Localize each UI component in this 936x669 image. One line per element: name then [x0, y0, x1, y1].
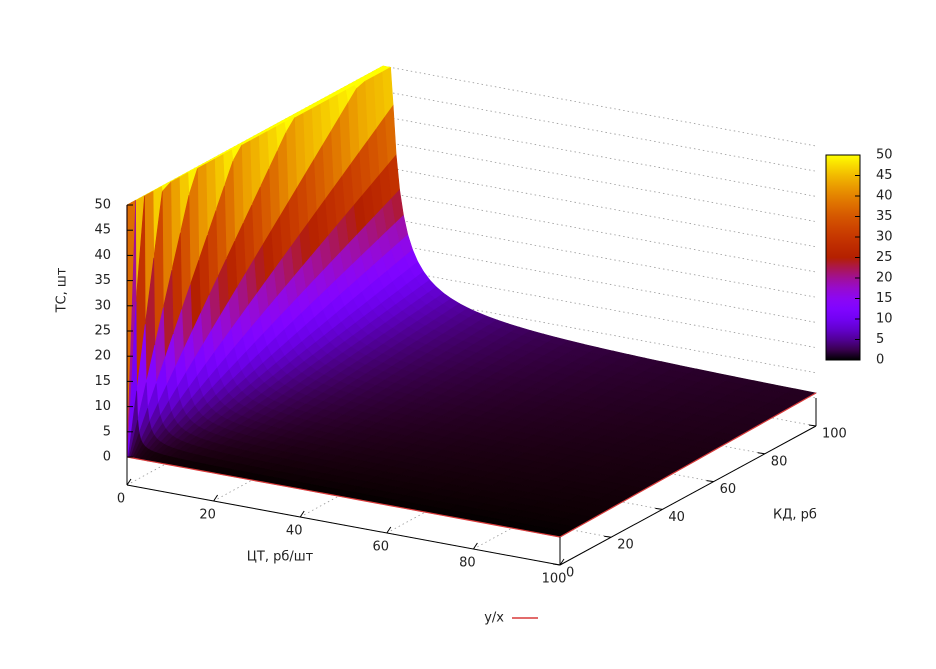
z-tick-label: 50 — [94, 198, 111, 213]
colorbar-tick-label: 15 — [876, 291, 893, 306]
x-tick — [213, 494, 219, 502]
y-tick — [706, 480, 714, 483]
y-tick — [604, 535, 612, 538]
y-tick-label: 40 — [668, 510, 685, 525]
y-axis-label: КД, рб — [773, 508, 817, 523]
z-tick-label: 45 — [94, 223, 111, 238]
z-tick-label: 35 — [94, 273, 111, 288]
colorbar — [825, 154, 861, 361]
y-tick-label: 20 — [617, 538, 634, 553]
y-tick-label: 100 — [822, 427, 847, 442]
colorbar-tick-label: 30 — [876, 230, 893, 245]
z-tick-label: 5 — [103, 424, 111, 439]
x-tick-label: 100 — [542, 572, 567, 587]
y-tick — [757, 452, 765, 455]
colorbar-tick-label: 20 — [876, 271, 893, 286]
y-tick — [808, 424, 817, 427]
y-tick-label: 0 — [566, 566, 574, 581]
x-tick — [386, 526, 392, 534]
x-tick-label: 40 — [286, 524, 303, 539]
colorbar-tick-label: 0 — [876, 353, 884, 368]
y-tick-label: 60 — [720, 482, 737, 497]
z-tick-label: 10 — [94, 399, 111, 414]
x-axis — [126, 484, 561, 566]
x-axis-label: ЦТ, рб/шт — [247, 550, 314, 565]
z-tick-label: 20 — [94, 349, 111, 364]
colorbar-tick-label: 10 — [876, 312, 893, 327]
y-axis — [559, 425, 817, 566]
z-tick-label: 40 — [94, 248, 111, 263]
colorbar-tick-label: 45 — [876, 168, 893, 183]
surface-edge — [126, 204, 561, 538]
x-tick-label: 20 — [199, 508, 216, 523]
x-tick-label: 60 — [373, 540, 390, 555]
colorbar-tick-label: 5 — [876, 332, 884, 347]
surface-edge — [559, 392, 817, 538]
y-tick-label: 80 — [771, 454, 788, 469]
colorbar-tick-label: 25 — [876, 250, 893, 265]
x-tick — [472, 542, 478, 550]
x-tick — [299, 510, 305, 518]
legend-label: y/x — [484, 611, 504, 626]
colorbar-tick-label: 35 — [876, 209, 893, 224]
y-tick — [655, 507, 663, 510]
x-tick-label: 80 — [459, 556, 476, 571]
x-tick-label: 0 — [117, 492, 125, 507]
z-tick-label: 25 — [94, 324, 111, 339]
x-tick — [559, 558, 565, 566]
z-tick-label: 30 — [94, 298, 111, 313]
x-tick — [126, 478, 132, 486]
colorbar-tick-label: 40 — [876, 189, 893, 204]
z-axis-label: ТС, шт — [55, 267, 70, 313]
z-tick-label: 15 — [94, 374, 111, 389]
surface — [126, 65, 817, 538]
z-tick-label: 0 — [103, 450, 111, 465]
colorbar-tick-label: 50 — [876, 148, 893, 163]
